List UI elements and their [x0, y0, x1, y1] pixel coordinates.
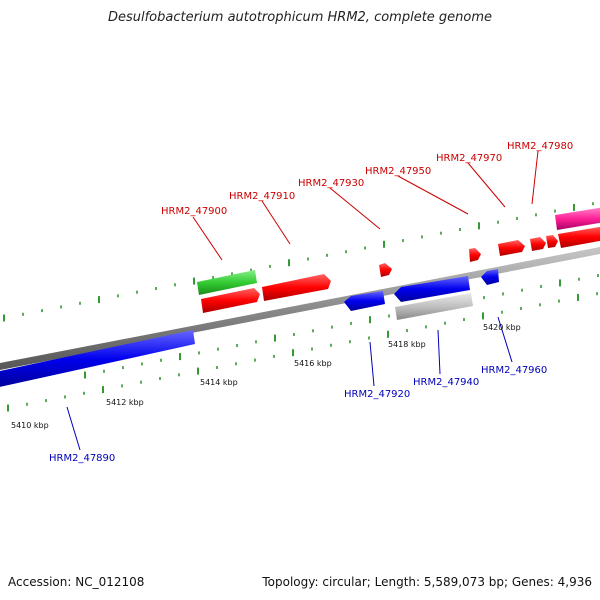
- magenta-feature: [555, 207, 600, 230]
- gene-label-hrm2-47920: HRM2_47920: [344, 389, 410, 400]
- gene-label-hrm2-47910: HRM2_47910: [229, 191, 295, 202]
- gene-label-hrm2-47950: HRM2_47950: [365, 166, 431, 177]
- gray-feature: [395, 293, 473, 320]
- gene-arrow-hrm2-47890: [0, 330, 195, 387]
- gene-label-hrm2-47980: HRM2_47980: [507, 141, 573, 152]
- gene-arrow-hrm2-47940: [394, 276, 470, 302]
- upper-tick-row: [3, 202, 594, 322]
- gene-arrow-hrm2-47910: [262, 274, 331, 301]
- kbp-label-5410: 5410 kbp: [11, 421, 49, 430]
- gene-arrow-hrm2-47950: [469, 248, 481, 262]
- gene-label-hrm2-47930: HRM2_47930: [298, 178, 364, 189]
- gene-arrow-hrm2-47970: [498, 240, 525, 256]
- gene-arrow-hrm2-47920: [344, 291, 385, 311]
- genome-stats-label: Topology: circular; Length: 5,589,073 bp…: [262, 575, 592, 589]
- gene-arrow-hrm2-47980: [558, 226, 600, 248]
- forward-gene-labels: HRM2_47900 HRM2_47910 HRM2_47930 HRM2_47…: [161, 141, 573, 261]
- gene-arrow-hrm2-47900: [201, 288, 260, 313]
- reverse-gene-labels: HRM2_47890 HRM2_47920 HRM2_47940 HRM2_47…: [49, 316, 547, 464]
- bottom-tick-row: [7, 292, 598, 412]
- kbp-label-5418: 5418 kbp: [388, 340, 426, 349]
- gene-label-hrm2-47940: HRM2_47940: [413, 377, 479, 388]
- kbp-label-5414: 5414 kbp: [200, 378, 238, 387]
- kbp-label-5416: 5416 kbp: [294, 359, 332, 368]
- gene-label-hrm2-47890: HRM2_47890: [49, 453, 115, 464]
- green-feature: [197, 270, 257, 295]
- accession-label: Accession: NC_012108: [8, 575, 145, 589]
- gene-label-hrm2-47970: HRM2_47970: [436, 153, 502, 164]
- kbp-label-5420: 5420 kbp: [483, 323, 521, 332]
- gene-arrow-small-2: [546, 235, 558, 248]
- gene-arrow-hrm2-47960: [481, 269, 499, 285]
- kbp-labels: 5410 kbp 5412 kbp 5414 kbp 5416 kbp 5418…: [11, 323, 521, 430]
- gene-label-hrm2-47960: HRM2_47960: [481, 365, 547, 376]
- lower-tick-row: [84, 274, 599, 379]
- gene-arrow-hrm2-47930: [379, 263, 392, 277]
- kbp-label-5412: 5412 kbp: [106, 398, 144, 407]
- gene-label-hrm2-47900: HRM2_47900: [161, 206, 227, 217]
- gene-arrow-small-1: [530, 237, 546, 251]
- map-title: Desulfobacterium autotrophicum HRM2, com…: [107, 10, 493, 25]
